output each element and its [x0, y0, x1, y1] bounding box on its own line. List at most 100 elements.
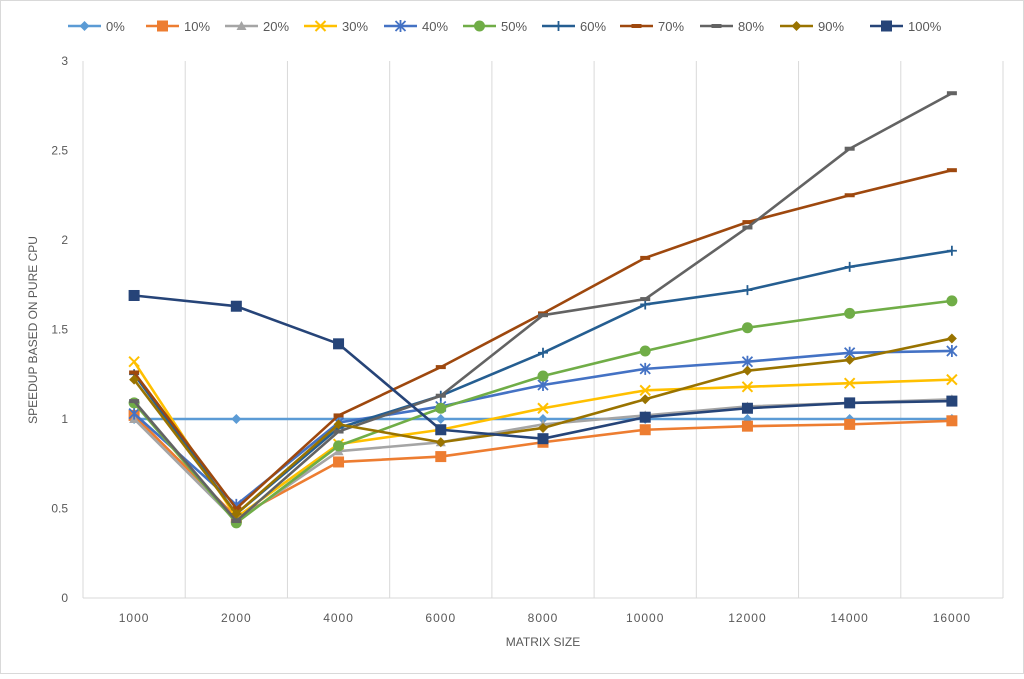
legend-marker [791, 21, 802, 31]
data-point [640, 255, 651, 260]
data-point [946, 395, 958, 407]
data-point [333, 456, 345, 468]
data-point [128, 407, 140, 420]
y-tick-label: 0 [61, 591, 68, 605]
data-point [230, 300, 242, 312]
legend-entry: 90% [780, 19, 844, 34]
data-point [333, 429, 344, 434]
y-tick-label: 2.5 [51, 144, 68, 158]
legend-marker [631, 24, 642, 28]
data-point [639, 345, 651, 357]
data-point [231, 519, 242, 524]
x-tick-label: 14000 [830, 611, 868, 625]
legend-marker [394, 20, 407, 32]
series-80pct [129, 91, 957, 524]
y-tick-label: 0.5 [51, 502, 68, 516]
data-point [129, 374, 140, 385]
data-point [537, 370, 549, 382]
data-point [231, 508, 242, 519]
x-tick-label: 10000 [626, 611, 664, 625]
data-point [129, 370, 140, 375]
legend: 0% 10% 20% 30% 40% 50% 60% 70% 80% 90% 100% [68, 19, 942, 34]
series-group [128, 91, 958, 529]
series-50pct [128, 295, 958, 529]
legend-marker [157, 20, 168, 32]
legend-entry: 10% [146, 19, 210, 34]
data-point [435, 424, 447, 436]
data-point [128, 356, 140, 368]
data-point [538, 414, 548, 424]
legend-entry: 40% [384, 19, 448, 34]
data-point [741, 322, 753, 334]
data-point [741, 402, 753, 414]
data-point [435, 414, 446, 424]
legend-entry: 80% [700, 19, 764, 34]
data-point [946, 245, 957, 256]
data-point [333, 440, 345, 452]
legend-entry: 0% [68, 19, 125, 34]
data-point [742, 285, 753, 296]
data-point [333, 413, 344, 418]
legend-label: 100% [908, 19, 942, 34]
data-point [333, 338, 345, 350]
legend-marker [711, 24, 722, 28]
data-point [639, 424, 651, 436]
data-point [946, 91, 957, 96]
data-point [639, 411, 651, 423]
data-point [538, 422, 548, 433]
legend-entry: 30% [304, 19, 368, 34]
data-point [742, 365, 753, 376]
data-point [435, 402, 447, 414]
legend-marker [314, 20, 327, 32]
y-tick-label: 1.5 [51, 323, 68, 337]
x-axis-label: MATRIX SIZE [506, 635, 580, 649]
data-point [844, 354, 855, 365]
y-tick-label: 3 [61, 54, 68, 68]
legend-marker [236, 21, 247, 30]
data-point [639, 384, 651, 397]
data-point [640, 297, 651, 302]
legend-entry: 70% [620, 19, 684, 34]
data-point [435, 451, 447, 463]
data-point [741, 381, 754, 393]
data-point [742, 220, 753, 225]
data-point [640, 299, 651, 310]
legend-label: 80% [738, 19, 764, 34]
data-point [843, 377, 856, 389]
legend-label: 30% [342, 19, 368, 34]
data-point [946, 415, 958, 427]
data-point [844, 307, 856, 319]
data-point [844, 418, 856, 430]
legend-entry: 60% [542, 19, 606, 34]
legend-marker [553, 21, 564, 31]
data-point [231, 506, 242, 511]
legend-marker [79, 21, 90, 31]
y-axis-label: SPEEDUP BASED ON PURE CPU [26, 236, 40, 424]
series-100pct [128, 289, 958, 445]
data-point [640, 394, 651, 405]
data-point [537, 433, 549, 445]
data-point [435, 365, 446, 370]
data-point [435, 437, 446, 448]
data-point [844, 146, 855, 151]
legend-label: 70% [658, 19, 684, 34]
x-tick-label: 2000 [221, 611, 252, 625]
data-point [639, 362, 651, 375]
data-point [231, 414, 242, 424]
legend-marker [881, 20, 892, 32]
legend-label: 0% [106, 19, 125, 34]
data-point [946, 333, 957, 344]
x-tick-label: 8000 [528, 611, 559, 625]
data-point [844, 261, 855, 272]
series-90pct [129, 333, 957, 519]
data-point [333, 419, 344, 430]
data-point [537, 402, 549, 414]
data-point [844, 193, 855, 198]
legend-label: 90% [818, 19, 844, 34]
x-tick-label: 16000 [933, 611, 971, 625]
data-point [946, 295, 958, 307]
y-tick-label: 1 [61, 412, 68, 426]
data-point [741, 420, 753, 432]
